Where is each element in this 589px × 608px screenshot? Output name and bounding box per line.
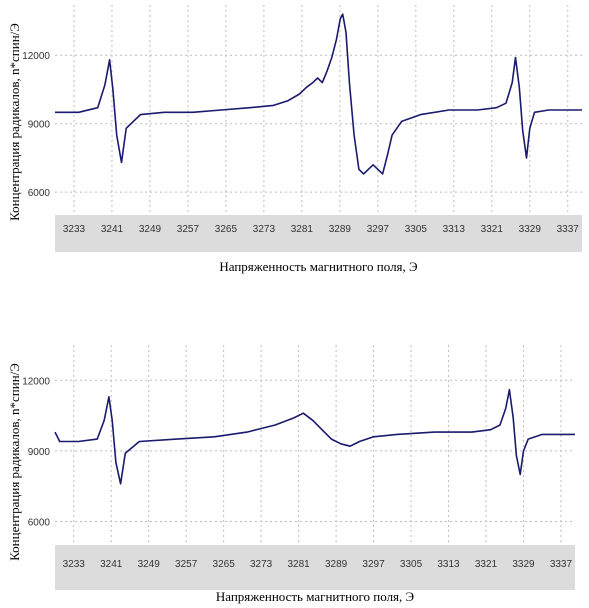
y-tick-label: 9000 [28, 447, 51, 458]
x-tick-label: 3273 [253, 224, 276, 235]
x-tick-label: 3273 [250, 559, 273, 570]
x-tick-label: 3281 [291, 224, 314, 235]
spectrum-line [55, 13, 582, 175]
top-chart-panel: 3233 3241 3249 3257 3265 3273 3281 3289 3297 3305… [7, 5, 582, 274]
x-tick-label: 3297 [367, 224, 390, 235]
x-tick-label: 3233 [63, 559, 86, 570]
x-tick-label: 3289 [329, 224, 352, 235]
x-tick-label: 3329 [519, 224, 542, 235]
y-axis-title: Концентрация радикалов, n*спин/Э [7, 363, 22, 561]
x-tick-label: 3289 [325, 559, 348, 570]
x-tick-label: 3329 [512, 559, 535, 570]
x-tick-label: 3241 [101, 224, 124, 235]
x-tick-label: 3321 [481, 224, 504, 235]
x-tick-label: 3249 [138, 559, 161, 570]
y-tick-label: 9000 [28, 120, 51, 131]
x-tick-label: 3265 [213, 559, 236, 570]
y-tick-label: 6000 [28, 517, 51, 528]
x-tick-label: 3241 [100, 559, 123, 570]
spectrum-line [54, 388, 575, 485]
x-tick-label: 3337 [557, 224, 580, 235]
bottom-chart-panel: 3233 3241 3249 3257 3265 3273 3281 3289 3297 3305… [7, 345, 575, 604]
x-tick-label: 3337 [550, 559, 573, 570]
y-tick-label: 12000 [22, 51, 50, 62]
x-axis-title: Напряженность магнитного поля, Э [219, 259, 418, 274]
x-tick-label: 3281 [287, 559, 310, 570]
x-tick-label: 3321 [475, 559, 498, 570]
plot-area [55, 5, 582, 215]
x-tick-label: 3305 [400, 559, 423, 570]
x-tick-label: 3313 [443, 224, 466, 235]
x-tick-label: 3305 [405, 224, 428, 235]
plot-area [55, 345, 575, 545]
x-tick-label: 3233 [63, 224, 86, 235]
x-tick-label: 3257 [175, 559, 198, 570]
x-tick-label: 3297 [362, 559, 385, 570]
x-tick-label: 3257 [177, 224, 200, 235]
y-tick-label: 12000 [22, 376, 50, 387]
y-axis-title: Концентрация радикалов, n*спин/Э [7, 23, 22, 221]
x-tick-label: 3313 [437, 559, 460, 570]
x-axis-title: Напряженность магнитного поля, Э [216, 589, 415, 604]
x-tick-label: 3249 [139, 224, 162, 235]
y-tick-label: 6000 [28, 188, 51, 199]
x-tick-label: 3265 [215, 224, 238, 235]
